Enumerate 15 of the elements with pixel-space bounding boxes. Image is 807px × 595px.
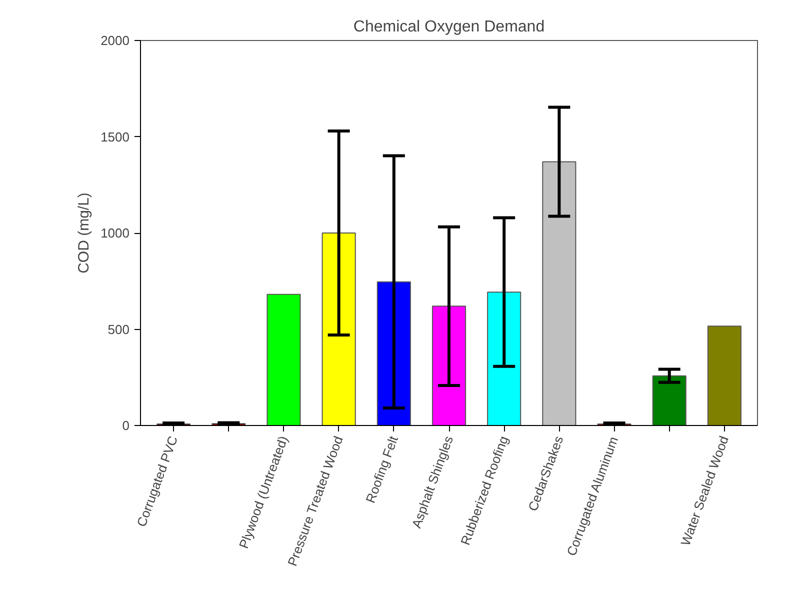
- bar: [487, 292, 522, 426]
- bar: [707, 326, 742, 426]
- bar: [542, 161, 576, 426]
- x-tick-label: Water Sealed Wood: [678, 434, 732, 548]
- y-tick-label: 500: [108, 322, 130, 337]
- y-tick-label: 0: [122, 418, 130, 433]
- y-tick-label: 2000: [100, 33, 130, 48]
- y-tick-label: 1500: [100, 129, 130, 144]
- bar: [432, 306, 466, 426]
- bar: [652, 375, 686, 426]
- bar: [266, 294, 301, 426]
- y-axis-title: COD (mg/L): [76, 192, 93, 274]
- chart-title: Chemical Oxygen Demand: [353, 18, 545, 36]
- bar: [322, 232, 356, 426]
- y-tick-label: 1000: [100, 226, 130, 240]
